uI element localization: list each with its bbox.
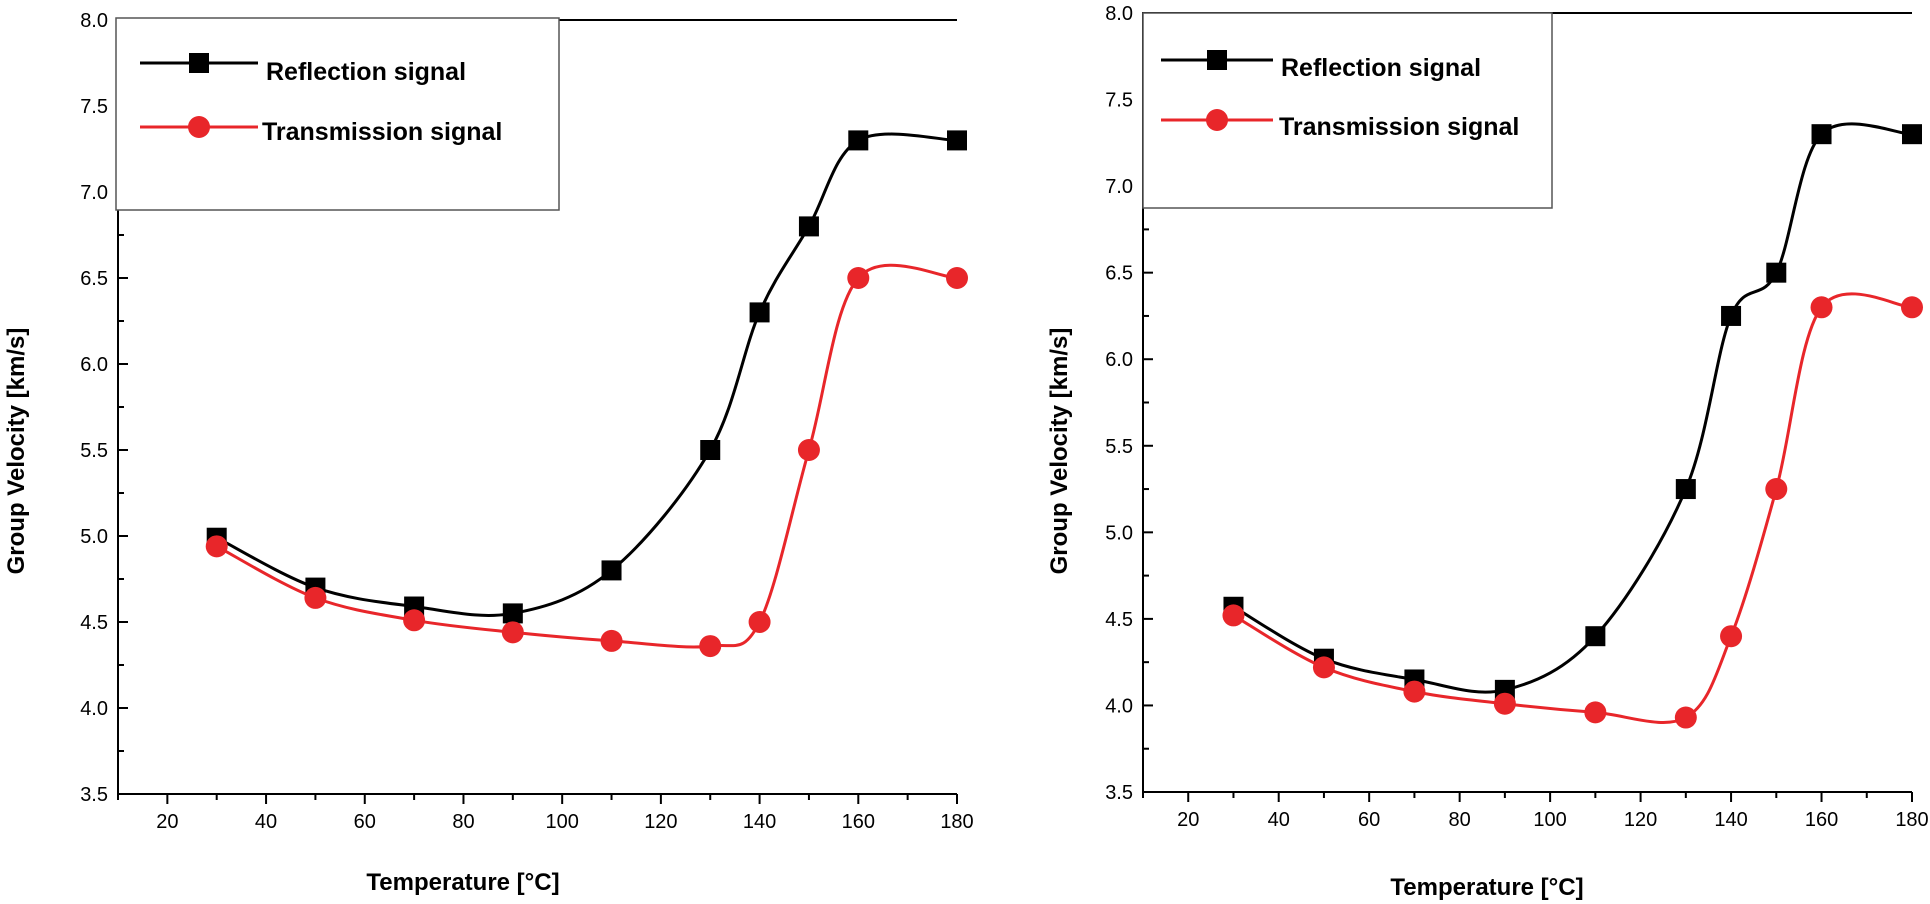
- transmission-point: [501, 621, 524, 644]
- x-tick-label: 60: [1358, 809, 1380, 831]
- transmission-point: [205, 535, 228, 558]
- x-tick-label: 180: [940, 811, 973, 833]
- x-tick-label: 100: [545, 811, 578, 833]
- reflection-point: [947, 130, 967, 151]
- x-tick-label: 80: [1449, 809, 1471, 831]
- x-tick-label: 120: [1624, 809, 1657, 831]
- y-tick-label: 3.5: [80, 784, 108, 806]
- legend-transmission-label: Transmission signal: [262, 118, 502, 146]
- x-axis-title: Temperature [°C]: [1390, 874, 1583, 901]
- series-line-transmission: [216, 263, 958, 649]
- y-tick-label: 8.0: [80, 10, 108, 32]
- y-tick-label: 6.0: [80, 354, 108, 376]
- legend-reflection-marker: [189, 53, 209, 73]
- reflection-point: [1811, 124, 1832, 145]
- x-tick-label: 100: [1533, 809, 1566, 831]
- y-tick-label: 4.0: [1105, 695, 1133, 717]
- y-tick-label: 5.0: [1105, 522, 1133, 544]
- reflection-point: [798, 216, 819, 237]
- series-line-reflection: [1232, 122, 1913, 694]
- transmission-point: [600, 629, 623, 652]
- transmission-point: [403, 609, 426, 632]
- x-tick-label: 120: [644, 811, 677, 833]
- legend-box: [115, 17, 560, 211]
- x-tick-label: 160: [1805, 809, 1838, 831]
- series-line-reflection: [216, 132, 958, 617]
- reflection-point: [502, 603, 523, 624]
- chart-left-legend: Reflection signal Transmission signal: [115, 17, 560, 211]
- transmission-point: [797, 439, 820, 461]
- y-tick-label: 4.5: [80, 612, 108, 634]
- y-tick-label: 5.5: [1105, 436, 1133, 458]
- transmission-point: [1720, 625, 1743, 648]
- x-tick-label: 180: [1895, 809, 1928, 831]
- chart-right: 3.5 4.0 4.5 5.0 5.5 6.0 6.5 7.0 7.5 8.0 20 40 60 80 10…: [1046, 3, 1929, 901]
- x-tick-label: 40: [1268, 809, 1290, 831]
- transmission-point: [1901, 296, 1923, 319]
- legend-reflection-label: Reflection signal: [266, 58, 466, 86]
- y-tick-label: 6.0: [1105, 349, 1133, 371]
- y-tick-label: 5.0: [80, 526, 108, 548]
- y-axis-title: Group Velocity [km/s]: [1046, 328, 1073, 575]
- transmission-point: [1312, 656, 1335, 679]
- legend-box: [1142, 12, 1553, 209]
- y-axis-title: Group Velocity [km/s]: [3, 328, 30, 575]
- y-tick-label: 5.5: [80, 440, 108, 462]
- transmission-point: [1403, 680, 1426, 703]
- y-tick-label: 6.5: [80, 268, 108, 290]
- x-tick-label: 160: [842, 811, 875, 833]
- x-tick-label: 60: [354, 811, 376, 833]
- series-line-transmission: [1232, 292, 1913, 725]
- legend-transmission-marker: [1206, 109, 1228, 131]
- transmission-point: [1765, 478, 1788, 501]
- x-tick-label: 140: [1714, 809, 1747, 831]
- y-tick-label: 7.0: [1105, 176, 1133, 198]
- reflection-point: [749, 302, 770, 323]
- chart-right-marks: [1222, 122, 1923, 729]
- reflection-point: [848, 130, 869, 151]
- legend-transmission-marker: [188, 116, 210, 138]
- transmission-point: [1493, 692, 1516, 715]
- y-tick-label: 6.5: [1105, 263, 1133, 285]
- transmission-point: [847, 267, 870, 289]
- x-tick-label: 20: [156, 811, 178, 833]
- x-tick-label: 80: [452, 811, 474, 833]
- x-tick-label: 40: [255, 811, 277, 833]
- transmission-point: [699, 635, 722, 658]
- transmission-point: [1674, 706, 1697, 729]
- reflection-point: [601, 560, 622, 581]
- x-tick-label: 140: [743, 811, 776, 833]
- y-tick-label: 7.0: [80, 182, 108, 204]
- y-tick-label: 3.5: [1105, 782, 1133, 804]
- legend-reflection-marker: [1207, 50, 1227, 70]
- reflection-point: [1585, 626, 1606, 647]
- chart-right-legend: Reflection signal Transmission signal: [1142, 12, 1553, 209]
- legend-transmission-label: Transmission signal: [1279, 113, 1519, 141]
- x-axis-title: Temperature [°C]: [366, 869, 559, 896]
- y-tick-label: 7.5: [80, 96, 108, 118]
- transmission-point: [1810, 296, 1833, 319]
- transmission-point: [946, 267, 968, 289]
- chart-left: 3.5 4.0 4.5 5.0 5.5 6.0 6.5 7.0 7.5 8.0 20 40 60 80 10…: [3, 10, 974, 896]
- transmission-point: [304, 586, 327, 609]
- transmission-point: [1584, 701, 1607, 724]
- reflection-point: [700, 440, 721, 460]
- reflection-point: [1766, 262, 1787, 283]
- chart-left-marks: [205, 130, 968, 658]
- y-tick-label: 8.0: [1105, 3, 1133, 25]
- y-tick-label: 4.5: [1105, 609, 1133, 631]
- reflection-point: [1675, 479, 1696, 500]
- legend-reflection-label: Reflection signal: [1281, 54, 1481, 82]
- y-tick-label: 4.0: [80, 698, 108, 720]
- y-tick-label: 7.5: [1105, 90, 1133, 112]
- chart-left-axes: 3.5 4.0 4.5 5.0 5.5 6.0 6.5 7.0 7.5 8.0 20 40 60 80 10…: [80, 10, 974, 833]
- transmission-point: [748, 611, 771, 633]
- x-tick-label: 20: [1177, 809, 1199, 831]
- transmission-point: [1222, 604, 1245, 627]
- chart-right-axes: 3.5 4.0 4.5 5.0 5.5 6.0 6.5 7.0 7.5 8.0 20 40 60 80 10…: [1105, 3, 1929, 831]
- reflection-point: [1902, 124, 1922, 145]
- reflection-point: [1721, 305, 1742, 326]
